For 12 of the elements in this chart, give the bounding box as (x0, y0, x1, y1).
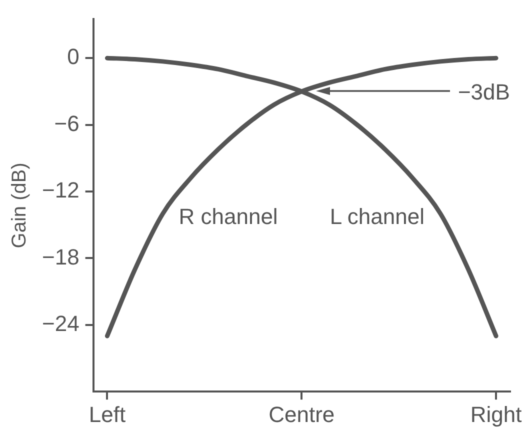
x-tick-label: Right (470, 402, 522, 427)
series-label: L channel (330, 204, 425, 229)
series-label: R channel (178, 204, 278, 229)
y-tick-label: −6 (54, 110, 80, 136)
x-tick-label: Centre (268, 402, 335, 427)
y-axis-title: Gain (dB) (8, 162, 31, 248)
annotation: −3dB (458, 80, 510, 105)
y-tick-label: −24 (42, 310, 80, 336)
y-tick-label: −12 (42, 178, 80, 203)
y-tick-label: 0 (67, 44, 80, 70)
x-tick-label: Left (88, 402, 126, 427)
y-tick-label: −18 (42, 244, 80, 270)
